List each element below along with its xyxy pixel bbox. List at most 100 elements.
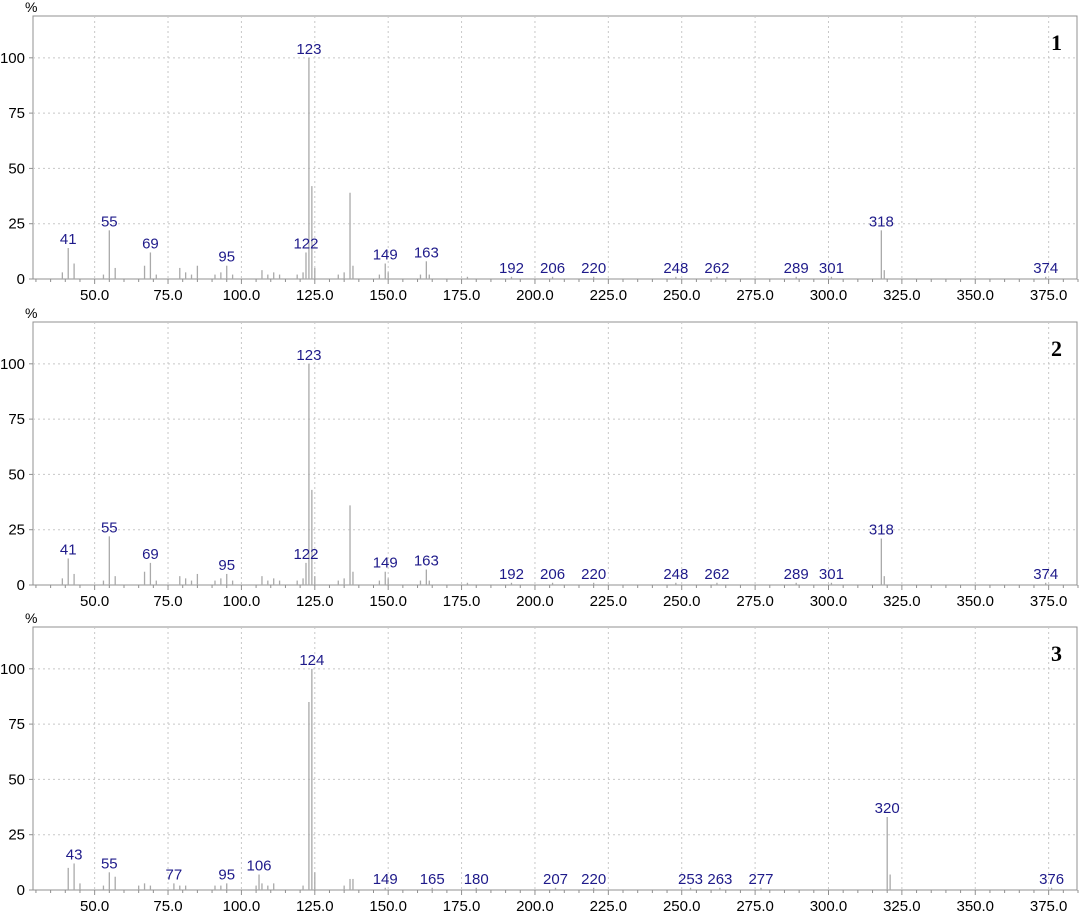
x-tick-label: 375.0 [1030,287,1068,304]
x-tick-label: 150.0 [369,898,407,915]
x-tick-label: 250.0 [663,287,701,304]
spectrum-panel-2: 0 25 50 75 100 50.0 75.0 100.0 125.0 150.0 175.0 20… [0,305,1079,610]
peak-label: 180 [464,871,489,888]
x-tick-label: 325.0 [883,898,921,915]
peak-label: 301 [819,260,844,277]
peak-label: 301 [819,566,844,583]
peak-label: 206 [540,260,565,277]
y-tick-label: 50 [8,160,25,177]
peak-label: 163 [414,244,439,261]
peak-label: 122 [293,546,318,563]
peak-label: 123 [296,41,321,58]
y-axis-label: % [25,305,37,321]
peak-label: 55 [101,855,118,872]
peak-label: 106 [247,858,272,875]
y-tick-label: 75 [8,411,25,428]
y-tick-label: 100 [0,50,25,67]
peak-label: 318 [869,522,894,539]
plot-frame [32,626,1078,891]
peak-label: 43 [66,846,83,863]
peak-label: 95 [218,557,235,574]
x-tick-label: 225.0 [590,593,628,610]
peak-label: 207 [543,871,568,888]
peak-label: 149 [373,247,398,264]
x-tick-label: 175.0 [443,593,481,610]
y-tick-label: 0 [17,577,25,594]
x-tick-label: 350.0 [956,593,994,610]
x-tick-label: 150.0 [369,287,407,304]
y-tick-label: 0 [17,271,25,288]
spectrum-panel-1: 0 25 50 75 100 50.0 75.0 100.0 125.0 150.0 175.0 20… [0,0,1079,304]
y-tick-label: 25 [8,827,25,844]
x-tick-label: 350.0 [956,898,994,915]
peak-label: 163 [414,553,439,570]
panel-number: 1 [1051,30,1062,55]
peak-label: 165 [420,871,445,888]
y-tick-label: 25 [8,522,25,539]
x-tick-label: 50.0 [80,898,109,915]
x-tick-label: 300.0 [810,287,848,304]
peak-label: 289 [784,566,809,583]
x-tick-label: 250.0 [663,593,701,610]
spectrum-panel-3: 0 25 50 75 100 50.0 75.0 100.0 125.0 150.0 175.0 20… [0,610,1079,915]
x-tick-label: 175.0 [443,898,481,915]
peak-label: 376 [1039,871,1064,888]
x-tick-label: 300.0 [810,898,848,915]
x-tick-label: 325.0 [883,593,921,610]
x-tick-label: 175.0 [443,287,481,304]
peak-label: 192 [499,566,524,583]
x-tick-label: 375.0 [1030,898,1068,915]
x-tick-label: 75.0 [153,593,182,610]
peak-label: 277 [748,871,773,888]
x-tick-label: 225.0 [590,898,628,915]
peak-label: 374 [1033,566,1058,583]
peak-label: 95 [218,249,235,266]
peak-label: 263 [707,871,732,888]
peak-label: 41 [60,541,77,558]
y-tick-label: 75 [8,105,25,122]
y-tick-label: 25 [8,216,25,233]
peak-label: 318 [869,213,894,230]
x-tick-label: 100.0 [223,898,261,915]
peak-label: 192 [499,260,524,277]
plot-frame [32,321,1078,586]
peak-label: 220 [581,566,606,583]
x-tick-label: 225.0 [590,287,628,304]
peak-label: 55 [101,519,118,536]
peak-label: 289 [784,260,809,277]
x-tick-label: 125.0 [296,287,334,304]
x-tick-label: 275.0 [736,287,774,304]
peak-label: 262 [704,260,729,277]
y-tick-label: 50 [8,466,25,483]
peak-label: 248 [663,260,688,277]
peak-label: 95 [218,866,235,883]
y-axis-label: % [25,610,37,626]
peak-label: 253 [678,871,703,888]
peak-label: 69 [142,546,159,563]
y-tick-label: 0 [17,882,25,899]
x-tick-label: 50.0 [80,287,109,304]
y-tick-label: 75 [8,716,25,733]
x-tick-label: 75.0 [153,287,182,304]
peak-label: 124 [299,652,324,669]
peak-label: 220 [581,260,606,277]
peak-label: 248 [663,566,688,583]
peak-label: 149 [373,555,398,572]
x-tick-label: 50.0 [80,593,109,610]
peak-label: 69 [142,235,159,252]
panel-number: 2 [1051,336,1062,361]
x-tick-label: 325.0 [883,287,921,304]
peak-label: 374 [1033,260,1058,277]
x-tick-label: 300.0 [810,593,848,610]
peak-label: 122 [293,235,318,252]
x-tick-label: 350.0 [956,287,994,304]
y-tick-label: 100 [0,661,25,678]
x-tick-label: 200.0 [516,593,554,610]
y-tick-label: 100 [0,356,25,373]
x-tick-label: 150.0 [369,593,407,610]
x-tick-label: 200.0 [516,287,554,304]
x-tick-label: 375.0 [1030,593,1068,610]
x-tick-label: 100.0 [223,287,261,304]
